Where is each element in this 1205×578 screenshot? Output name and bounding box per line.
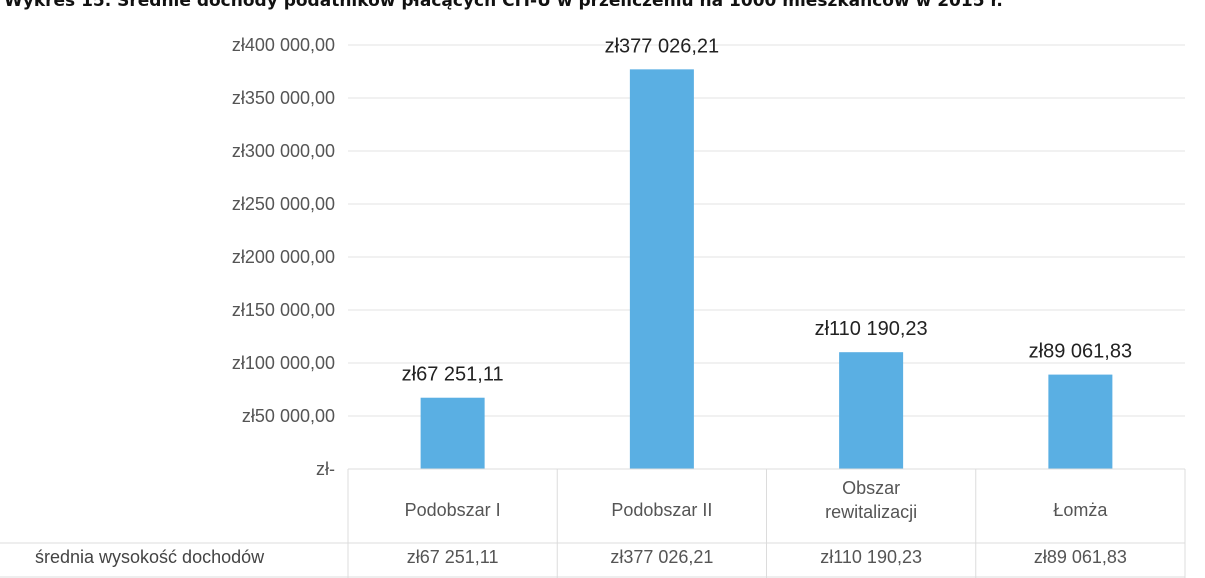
y-tick-label: zł200 000,00 xyxy=(232,247,335,267)
y-tick-label: zł50 000,00 xyxy=(242,406,335,426)
bar xyxy=(1048,374,1113,469)
table-cell: zł377 026,21 xyxy=(610,547,713,567)
data-label: zł110 190,23 xyxy=(815,318,928,340)
y-tick-label: zł300 000,00 xyxy=(232,141,335,161)
table-cell: zł67 251,11 xyxy=(407,547,499,567)
chart-title: Wykres 15. Średnie dochody podatników pł… xyxy=(4,0,1003,11)
bars xyxy=(420,69,1113,469)
table-cell: zł110 190,23 xyxy=(820,547,922,567)
y-tick-label: zł150 000,00 xyxy=(232,300,335,320)
y-tick-label: zł250 000,00 xyxy=(232,194,335,214)
category-label: Podobszar II xyxy=(611,500,712,520)
bar xyxy=(420,397,485,469)
y-axis-tick-labels: zł-zł50 000,00 zł100 000,00 zł150 000,00 zł… xyxy=(232,35,335,479)
category-label: Podobszar I xyxy=(405,500,501,520)
y-tick-label: zł400 000,00 xyxy=(232,35,335,55)
bar xyxy=(629,69,694,469)
category-label-line: Obszar xyxy=(842,478,900,498)
category-label: Łomża xyxy=(1053,500,1108,520)
data-label: zł67 251,11 xyxy=(402,364,504,386)
table-row-label: średnia wysokość dochodów xyxy=(35,547,265,567)
y-tick-label: zł100 000,00 xyxy=(232,353,335,373)
y-tick-label: zł350 000,00 xyxy=(232,88,335,108)
category-label: Obszar rewitalizacji xyxy=(825,478,917,522)
category-label-line: rewitalizacji xyxy=(825,502,917,522)
data-label: zł89 061,83 xyxy=(1029,341,1132,363)
table-cell: zł89 061,83 xyxy=(1034,547,1127,567)
data-table: Podobszar I Podobszar II Obszar rewitalizac… xyxy=(0,468,1186,578)
data-label: zł377 026,21 xyxy=(605,35,720,57)
gridlines xyxy=(348,44,1185,417)
bar xyxy=(839,352,904,469)
y-tick-label: zł- xyxy=(316,459,335,479)
data-labels: zł67 251,11 zł377 026,21 zł110 190,23 zł89 … xyxy=(402,35,1132,385)
